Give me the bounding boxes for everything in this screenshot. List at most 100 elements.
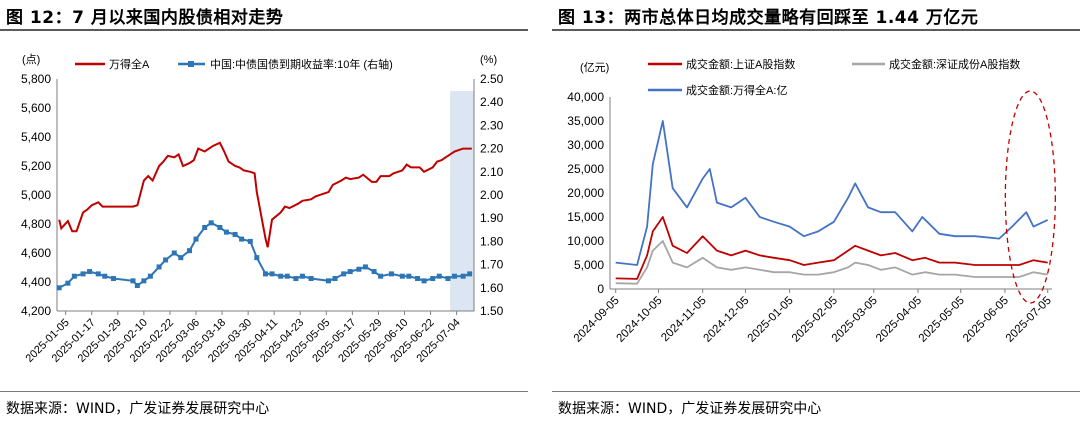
y-tick-label: 40,000 (567, 90, 604, 104)
bond-yield-point (356, 266, 362, 272)
x-tick-label: 2025-01-05 (746, 295, 796, 345)
bond-yield-point (332, 276, 338, 282)
bond-yield-point (163, 257, 169, 263)
right-y-tick-label: 2.50 (480, 72, 504, 86)
bond-yield-point (371, 269, 377, 275)
bond-yield-point (147, 273, 153, 279)
recent-period-highlight (450, 91, 474, 311)
bond-yield-point (284, 273, 290, 279)
bond-yield-point (186, 248, 192, 254)
x-tick-label: 2024-10-05 (615, 295, 665, 345)
legend-label-sz: 成交金额:深证成份A股指数 (889, 57, 1020, 71)
right-y-tick-label: 2.00 (480, 188, 504, 202)
bond-yield-point (254, 255, 260, 261)
bond-yield-point (293, 276, 299, 282)
right-source-rule (552, 391, 1080, 392)
right-y-tick-label: 2.30 (480, 118, 504, 132)
bond-yield-point (178, 255, 184, 261)
y-tick-label: 20,000 (567, 186, 604, 200)
right-chart-title: 图 13：两市总体日均成交量略有回踩至 1.44 万亿元 (558, 8, 979, 28)
bond-yield-point (460, 273, 466, 279)
left-y-tick-label: 5,400 (21, 130, 51, 144)
right-y-tick-label: 1.50 (480, 304, 504, 318)
bond-yield-point (347, 269, 353, 275)
bond-yield-point (208, 220, 214, 226)
bond-yield-point (308, 276, 314, 282)
bond-yield-point (110, 276, 116, 282)
bond-yield-point (362, 264, 368, 270)
bond-yield-point (202, 224, 208, 230)
left-y-tick-label: 5,800 (21, 72, 51, 86)
bond-yield-point (134, 282, 140, 288)
bond-yield-point (430, 276, 436, 282)
bond-yield-point (247, 238, 253, 244)
right-axis-unit: (%) (480, 54, 497, 66)
y-axis-unit: (亿元) (580, 61, 609, 74)
right-y-tick-label: 1.80 (480, 234, 504, 248)
left-source-rule (0, 391, 528, 392)
bond-yield-point (436, 273, 442, 279)
x-tick-label: 2025-05-05 (917, 295, 967, 345)
sh-turnover-line (615, 216, 1048, 280)
right-title-rule (552, 29, 1080, 31)
bond-yield-point (406, 273, 412, 279)
bond-yield-point (130, 278, 136, 284)
bond-yield-point (171, 250, 177, 256)
bond-yield-point (415, 276, 421, 282)
y-tick-label: 5,000 (574, 258, 604, 272)
right-y-tick-label: 1.70 (480, 258, 504, 272)
right-chart-svg: (亿元) 0 5,000 10,000 15,000 20,000 25,000 30,000… (567, 57, 1056, 345)
bond-yield-point (232, 231, 238, 237)
bond-yield-point (269, 271, 275, 277)
left-y-tick-label: 5,600 (21, 101, 51, 115)
left-title-rule (0, 29, 528, 31)
left-y-tick-label: 4,800 (21, 217, 51, 231)
y-tick-label: 0 (597, 282, 604, 296)
bond-yield-point (467, 271, 473, 277)
bond-yield-point (56, 285, 62, 291)
bond-yield-point (193, 236, 199, 242)
left-y-tick-label: 4,200 (21, 304, 51, 318)
bond-yield-point (71, 273, 77, 279)
legend-marker-bond-yield (188, 61, 194, 67)
bond-yield-point (325, 278, 331, 284)
bond-yield-point (341, 271, 347, 277)
bond-yield-point (223, 229, 229, 235)
wind-a-series-line (58, 141, 472, 248)
left-chart-svg: (点) (%) 4,200 4,400 4,600 4,800 5,000 5,200 5,40… (21, 53, 504, 365)
x-tick-label: 2024-12-05 (701, 295, 751, 345)
right-source-note: 数据来源：WIND，广发证券发展研究中心 (558, 401, 822, 417)
left-y-tick-label: 5,000 (21, 188, 51, 202)
bond-yield-point (217, 224, 223, 230)
left-source-note: 数据来源：WIND，广发证券发展研究中心 (6, 401, 270, 417)
legend-label-wind-a: 万得全A (109, 57, 150, 71)
bond-yield-point (102, 273, 108, 279)
bond-yield-point (156, 264, 162, 270)
left-chart-title: 图 12：7 月以来国内股债相对走势 (6, 8, 284, 28)
y-tick-label: 10,000 (567, 234, 604, 248)
y-tick-label: 30,000 (567, 138, 604, 152)
bond-yield-point (87, 269, 93, 275)
left-y-tick-label: 4,600 (21, 246, 51, 260)
left-y-tick-label: 5,200 (21, 159, 51, 173)
bond-yield-point (378, 273, 384, 279)
sz-turnover-line (615, 240, 1048, 285)
legend-label-wind-a: 成交金额:万得全A:亿 (686, 83, 787, 97)
bond-yield-point (388, 271, 394, 277)
y-tick-label: 15,000 (567, 210, 604, 224)
right-y-tick-label: 2.40 (480, 95, 504, 109)
y-tick-label: 35,000 (567, 114, 604, 128)
wind-a-turnover-line (615, 120, 1049, 266)
left-axis-unit: (点) (22, 53, 40, 66)
bond-yield-point (399, 273, 405, 279)
bond-yield-point (141, 278, 147, 284)
x-tick-label: 2025-07-05 (1004, 295, 1054, 345)
bond-yield-point (445, 276, 451, 282)
bond-yield-point (239, 236, 245, 242)
right-y-tick-label: 2.10 (480, 165, 504, 179)
legend-label-sh: 成交金额:上证A股指数 (686, 57, 795, 71)
left-chart-panel: 图 12：7 月以来国内股债相对走势 (点) (%) 4,200 4,400 4,600… (0, 0, 528, 423)
legend-label-bond-yield: 中国:中债国债到期收益率:10年 (右轴) (210, 57, 393, 71)
right-y-tick-label: 1.90 (480, 211, 504, 225)
y-tick-label: 25,000 (567, 162, 604, 176)
